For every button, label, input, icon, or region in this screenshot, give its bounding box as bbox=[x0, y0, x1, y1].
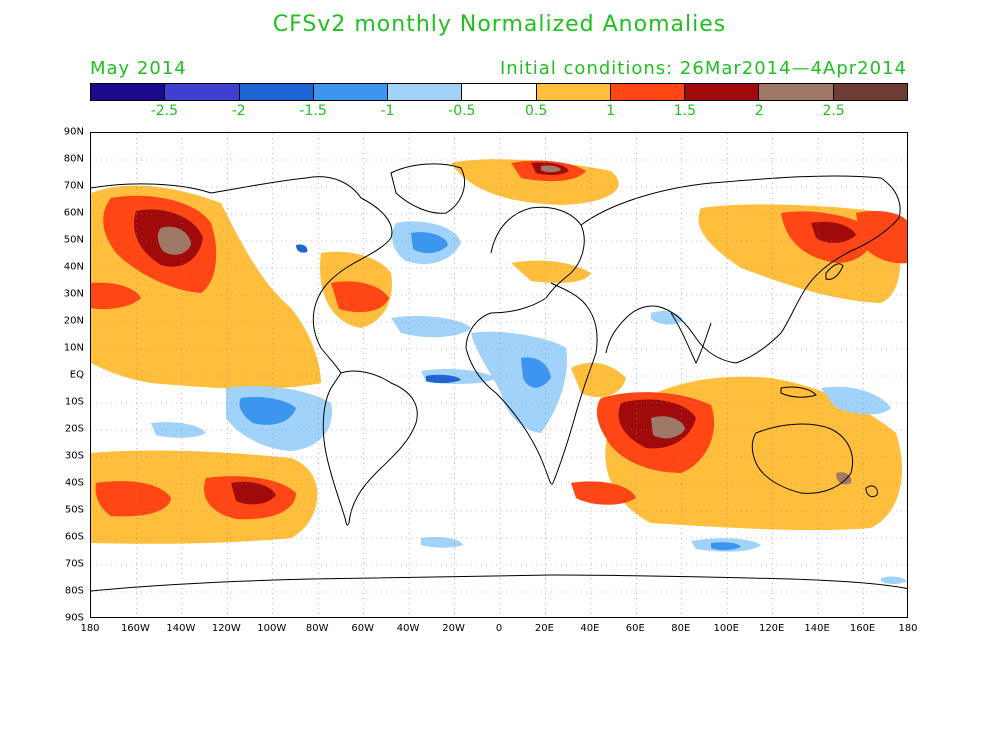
longitude-label: 20W bbox=[442, 623, 465, 634]
colorbar-swatch bbox=[462, 84, 537, 100]
longitude-label: 80E bbox=[671, 623, 691, 634]
latitude-label: EQ bbox=[69, 369, 84, 381]
colorbar-label: 2 bbox=[754, 103, 764, 119]
colorbar-label: -1 bbox=[380, 103, 395, 119]
colorbar-label: 1 bbox=[606, 103, 615, 119]
longitude-label: 160W bbox=[120, 623, 150, 634]
colorbar-label: -1.5 bbox=[299, 103, 327, 119]
latitude-label: 10S bbox=[64, 396, 84, 408]
longitude-label: 160E bbox=[849, 623, 876, 634]
latitude-label: 90S bbox=[64, 612, 84, 624]
longitude-label: 0 bbox=[495, 623, 503, 634]
longitude-label: 100W bbox=[257, 623, 287, 634]
anomaly-map bbox=[90, 132, 908, 618]
colorbar-swatch bbox=[165, 84, 240, 100]
colorbar-swatch bbox=[685, 84, 760, 100]
longitude-label: 180 bbox=[898, 623, 918, 634]
latitude-label: 60S bbox=[64, 531, 84, 543]
latitude-label: 80N bbox=[63, 153, 84, 165]
longitude-label: 20E bbox=[534, 623, 554, 634]
graticule bbox=[91, 133, 907, 617]
colorbar-swatch bbox=[759, 84, 834, 100]
longitude-label: 40W bbox=[396, 623, 420, 634]
latitude-label: 20N bbox=[63, 315, 84, 327]
longitude-label: 120E bbox=[758, 623, 785, 634]
latitude-label: 30S bbox=[64, 450, 84, 462]
colorbar-label: -2.5 bbox=[150, 103, 179, 119]
latitude-label: 30N bbox=[63, 288, 84, 300]
colorbar-label: -2 bbox=[231, 103, 246, 119]
latitude-label: 50S bbox=[64, 504, 84, 516]
anomaly-map-svg bbox=[91, 133, 907, 617]
longitude-label: 100E bbox=[713, 623, 739, 634]
longitude-label: 140E bbox=[804, 623, 830, 634]
latitude-label: 70N bbox=[63, 180, 84, 192]
longitude-label: 140W bbox=[166, 623, 196, 634]
colorbar-swatch bbox=[610, 84, 686, 100]
longitude-label: 60W bbox=[351, 623, 374, 634]
latitude-label: 40N bbox=[63, 261, 84, 273]
latitude-label: 90N bbox=[63, 126, 84, 138]
colorbar-label: -0.5 bbox=[448, 103, 476, 119]
map-title: CFSv2 monthly Normalized Anomalies bbox=[272, 12, 727, 37]
latitude-label: 50N bbox=[63, 234, 84, 246]
latitude-label: 20S bbox=[64, 423, 84, 435]
longitude-label: 120W bbox=[211, 623, 241, 634]
valid-month: May 2014 bbox=[90, 58, 187, 79]
anomaly-shading-extreme bbox=[157, 165, 852, 485]
anomaly-shading-negative-strong bbox=[239, 232, 741, 551]
longitude-label: 40E bbox=[580, 623, 600, 634]
colorbar-swatch bbox=[91, 84, 166, 100]
latitude-label: 40S bbox=[64, 477, 84, 489]
colorbar-swatch bbox=[536, 84, 611, 100]
coastlines bbox=[91, 163, 907, 592]
longitude-label: 60E bbox=[625, 623, 645, 634]
colorbar-labels: -2.5 -2 -1.5 -1 -0.5 0.5 1 1.5 2 2.5 bbox=[90, 103, 908, 121]
longitude-label: 180 bbox=[80, 623, 100, 634]
initial-conditions: Initial conditions: 26Mar2014—4Apr2014 bbox=[500, 58, 907, 79]
latitude-label: 60N bbox=[63, 207, 84, 219]
colorbar bbox=[90, 83, 908, 101]
colorbar-label: 0.5 bbox=[525, 103, 548, 119]
latitude-label: 10N bbox=[63, 342, 84, 354]
colorbar-label: 2.5 bbox=[822, 103, 845, 119]
colorbar-swatch bbox=[313, 84, 389, 100]
colorbar-swatch bbox=[388, 84, 463, 100]
latitude-label: 70S bbox=[64, 558, 84, 570]
latitude-label: 80S bbox=[64, 585, 84, 597]
anomaly-shading-negative-extreme bbox=[296, 244, 461, 384]
colorbar-label: 1.5 bbox=[673, 103, 697, 119]
colorbar-swatch bbox=[239, 84, 314, 100]
longitude-label: 80W bbox=[305, 623, 329, 634]
colorbar-swatch bbox=[833, 84, 907, 100]
